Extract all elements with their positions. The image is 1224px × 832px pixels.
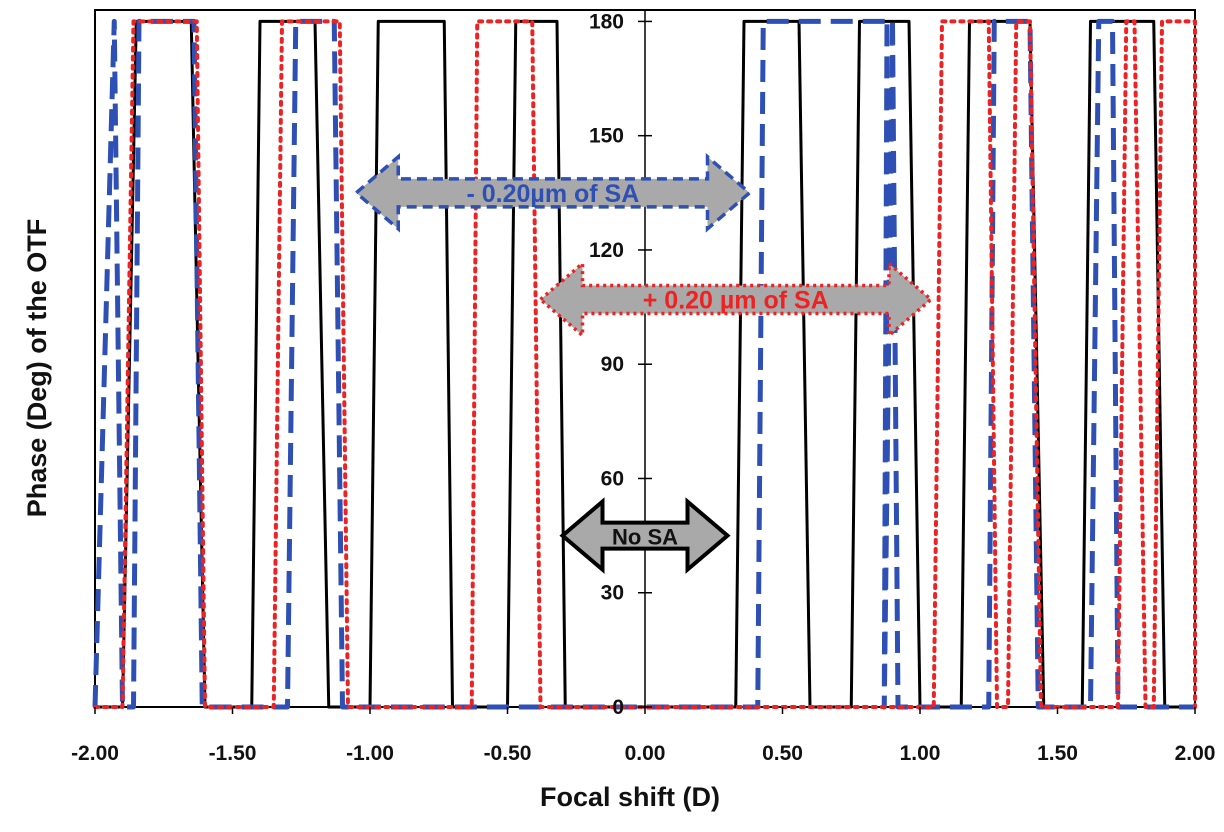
y-tick-label: 120 bbox=[589, 239, 624, 262]
x-tick-label: -1.00 bbox=[346, 742, 394, 765]
annotation-label: No SA bbox=[612, 525, 678, 550]
x-tick-label: 1.00 bbox=[900, 742, 941, 765]
x-tick-label: 0.50 bbox=[762, 742, 803, 765]
x-tick-label: -1.50 bbox=[209, 742, 257, 765]
tick-layer: -2.00 -1.50 -1.00 -0.50 0.00 0.50 1.00 1.50 2.00… bbox=[71, 10, 1215, 765]
y-tick-label: 30 bbox=[601, 582, 624, 605]
annotation-arrow bbox=[353, 153, 753, 233]
annotation-label: + 0.20 µm of SA bbox=[643, 286, 829, 314]
annotation-label: - 0.20µm of SA bbox=[466, 180, 639, 208]
x-tick-label: 0.00 bbox=[625, 742, 666, 765]
annotation-arrow bbox=[537, 259, 934, 340]
annotation-layer: - 0.20µm of SA + 0.20 µm of SA No SA bbox=[353, 153, 934, 574]
annotation-arrow bbox=[559, 497, 731, 574]
x-tick-label: -2.00 bbox=[71, 742, 119, 765]
series-line-dotted bbox=[93, 19, 1197, 709]
y-tick-label: 180 bbox=[589, 10, 624, 33]
y-tick-label: 90 bbox=[601, 353, 624, 376]
x-tick-label: 2.00 bbox=[1175, 742, 1216, 765]
y-tick-label: 60 bbox=[601, 467, 624, 490]
x-tick-label: 1.50 bbox=[1037, 742, 1078, 765]
y-tick-label: 0 bbox=[612, 696, 624, 719]
y-axis-title: Phase (Deg) of the OTF bbox=[22, 219, 52, 518]
y-tick-label: 150 bbox=[589, 125, 624, 148]
x-axis-title: Focal shift (D) bbox=[540, 782, 720, 812]
x-tick-label: -0.50 bbox=[484, 742, 532, 765]
